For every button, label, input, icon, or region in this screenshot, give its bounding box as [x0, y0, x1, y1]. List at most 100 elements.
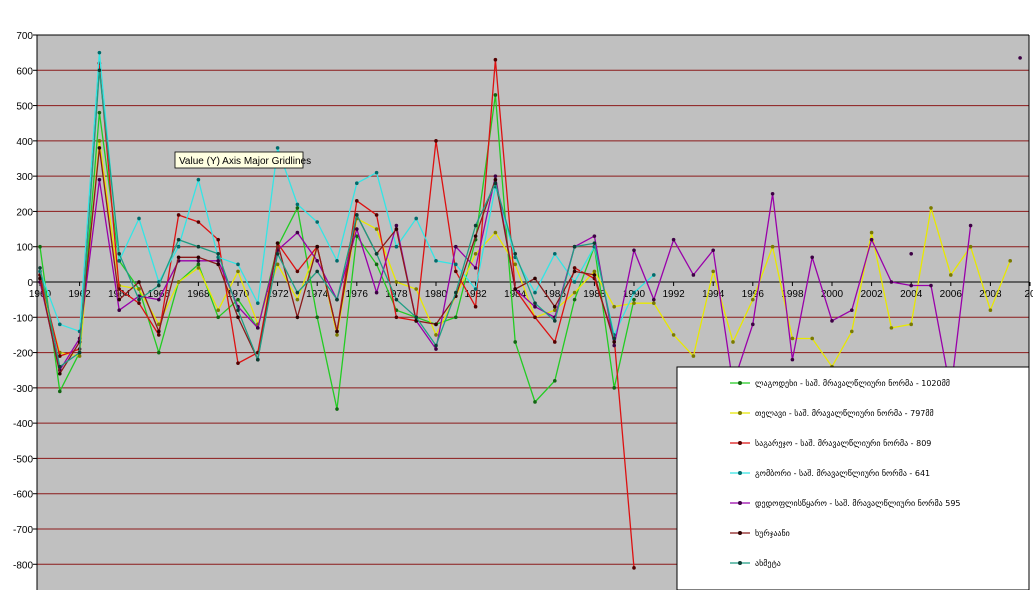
data-point[interactable] — [97, 68, 102, 73]
data-point[interactable] — [374, 213, 379, 217]
data-point[interactable] — [157, 283, 161, 288]
data-point[interactable] — [275, 251, 280, 256]
data-point[interactable] — [454, 262, 458, 267]
data-point[interactable] — [176, 244, 181, 249]
data-point[interactable] — [157, 322, 161, 327]
data-point[interactable] — [770, 191, 775, 196]
data-point[interactable] — [236, 297, 240, 302]
data-point[interactable] — [97, 50, 102, 55]
data-point[interactable] — [790, 336, 795, 341]
data-point[interactable] — [652, 297, 656, 302]
data-point[interactable] — [58, 371, 62, 376]
data-point[interactable] — [572, 269, 577, 274]
data-point[interactable] — [38, 266, 42, 270]
series-line[interactable] — [39, 70, 615, 368]
data-point[interactable] — [612, 386, 616, 390]
data-point[interactable] — [612, 343, 616, 348]
data-point[interactable] — [117, 308, 121, 313]
data-point[interactable] — [434, 322, 438, 327]
data-point[interactable] — [533, 400, 537, 404]
data-point[interactable] — [454, 244, 458, 249]
data-point[interactable] — [553, 379, 557, 383]
data-point[interactable] — [671, 333, 676, 337]
data-point[interactable] — [236, 361, 240, 365]
data-point[interactable] — [632, 248, 636, 253]
data-point[interactable] — [315, 244, 320, 249]
data-point[interactable] — [137, 297, 141, 302]
data-point[interactable] — [315, 259, 320, 263]
data-point[interactable] — [374, 262, 379, 267]
data-point[interactable] — [216, 237, 220, 242]
data-point[interactable] — [493, 230, 498, 235]
data-point[interactable] — [909, 322, 913, 327]
data-point[interactable] — [949, 273, 953, 277]
data-point[interactable] — [335, 259, 339, 263]
data-point[interactable] — [196, 259, 201, 263]
data-point[interactable] — [493, 181, 498, 185]
data-point[interactable] — [434, 347, 438, 351]
data-point[interactable] — [632, 566, 636, 570]
data-point[interactable] — [612, 304, 616, 309]
data-point[interactable] — [315, 269, 320, 274]
data-point[interactable] — [295, 230, 300, 235]
data-point[interactable] — [414, 287, 419, 291]
data-point[interactable] — [473, 266, 478, 270]
data-point[interactable] — [176, 255, 181, 260]
data-point[interactable] — [295, 269, 300, 274]
data-point[interactable] — [513, 340, 517, 344]
data-point[interactable] — [157, 333, 161, 337]
data-point[interactable] — [889, 280, 894, 284]
series-line[interactable] — [39, 147, 615, 376]
data-point[interactable] — [216, 262, 220, 267]
data-point[interactable] — [533, 304, 537, 309]
data-point[interactable] — [909, 283, 913, 288]
data-point[interactable] — [58, 389, 62, 394]
data-point[interactable] — [335, 407, 339, 411]
data-point[interactable] — [434, 343, 438, 348]
data-point[interactable] — [493, 177, 498, 182]
data-point[interactable] — [97, 177, 102, 182]
data-point[interactable] — [751, 322, 755, 327]
data-point[interactable] — [58, 322, 62, 327]
data-point[interactable] — [493, 57, 498, 62]
data-point[interactable] — [117, 297, 121, 302]
data-point[interactable] — [236, 315, 240, 320]
data-point[interactable] — [751, 297, 755, 302]
data-point[interactable] — [533, 290, 537, 295]
data-point[interactable] — [414, 319, 419, 323]
data-point[interactable] — [275, 146, 280, 150]
data-point[interactable] — [434, 333, 438, 337]
data-point[interactable] — [592, 273, 597, 277]
data-point[interactable] — [988, 308, 993, 313]
data-point[interactable] — [850, 308, 854, 313]
data-point[interactable] — [394, 315, 399, 320]
data-point[interactable] — [513, 251, 517, 256]
data-point[interactable] — [77, 354, 82, 358]
series-line[interactable] — [39, 52, 655, 337]
data-point[interactable] — [355, 227, 359, 231]
data-point[interactable] — [513, 262, 517, 267]
data-point[interactable] — [295, 290, 300, 295]
data-point[interactable] — [869, 237, 874, 242]
data-point[interactable] — [97, 110, 102, 115]
data-point[interactable] — [652, 273, 656, 277]
data-point[interactable] — [553, 308, 557, 313]
data-point[interactable] — [374, 170, 379, 175]
data-point[interactable] — [117, 259, 121, 263]
data-point[interactable] — [830, 319, 834, 323]
data-point[interactable] — [335, 297, 339, 302]
data-point[interactable] — [810, 336, 814, 341]
data-point[interactable] — [117, 251, 121, 256]
data-point[interactable] — [454, 290, 458, 295]
data-point[interactable] — [533, 315, 537, 320]
data-point[interactable] — [176, 237, 181, 242]
data-point[interactable] — [691, 273, 696, 277]
data-point[interactable] — [612, 336, 616, 341]
data-point[interactable] — [473, 287, 478, 291]
data-point[interactable] — [572, 280, 577, 284]
data-point[interactable] — [592, 234, 597, 238]
data-point[interactable] — [612, 340, 616, 344]
data-point[interactable] — [592, 241, 597, 245]
legend[interactable]: ლაგოდეხი - საშ. მრავალწლიური ნორმა - 102… — [676, 366, 1030, 590]
data-point[interactable] — [355, 181, 359, 185]
